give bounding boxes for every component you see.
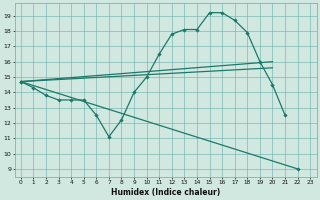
X-axis label: Humidex (Indice chaleur): Humidex (Indice chaleur) — [111, 188, 220, 197]
